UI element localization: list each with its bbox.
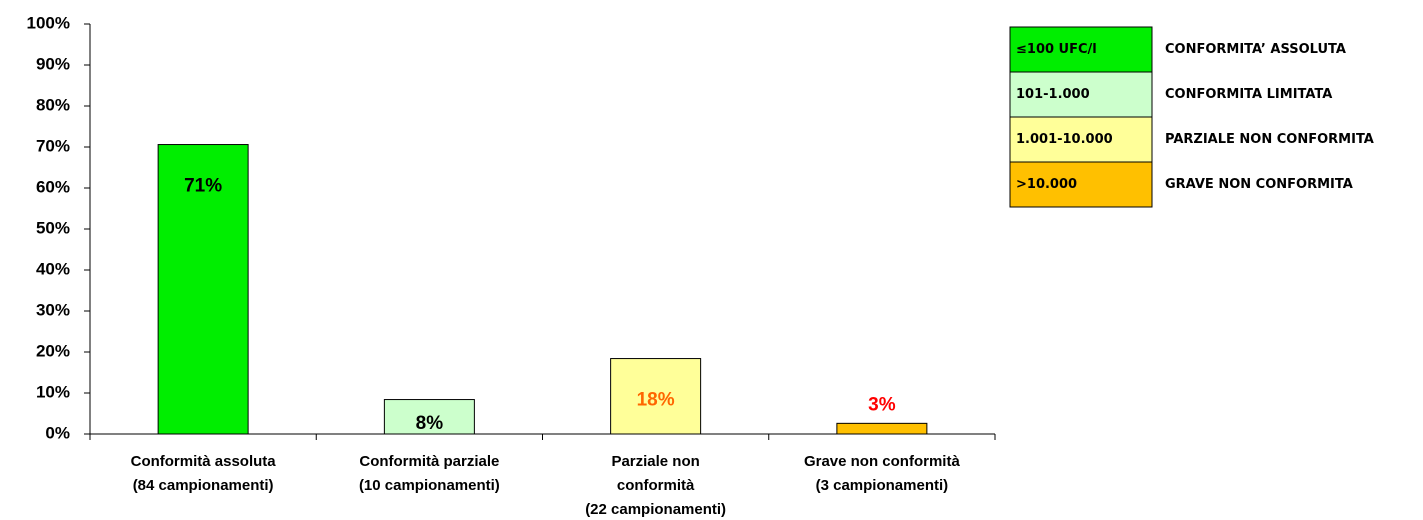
legend-swatch (1009, 116, 1153, 163)
x-tick-label: Conformità assoluta (131, 453, 277, 470)
y-tick-label: 10% (36, 382, 70, 401)
y-tick-label: 60% (36, 177, 70, 196)
legend-swatch (1009, 26, 1153, 73)
y-tick-label: 0% (45, 423, 70, 442)
legend-swatch (1009, 71, 1153, 118)
data-label: 18% (637, 390, 675, 411)
legend-range: >10.000 (1016, 177, 1077, 192)
x-tick-label: Conformità parziale (359, 453, 499, 470)
y-tick-label: 90% (36, 54, 70, 73)
y-tick-label: 80% (36, 95, 70, 114)
data-label: 71% (184, 176, 222, 197)
bar (610, 358, 702, 435)
legend-label: PARZIALE NON CONFORMITA (1165, 132, 1374, 147)
x-tick-label: (22 campionamenti) (585, 501, 726, 518)
x-tick-label: Parziale non (611, 453, 699, 470)
y-tick-label: 70% (36, 136, 70, 155)
data-label: 8% (416, 413, 444, 434)
legend-swatch (1009, 161, 1153, 208)
x-tick-label: (3 campionamenti) (816, 477, 949, 494)
y-tick-label: 40% (36, 259, 70, 278)
data-label: 3% (868, 394, 896, 415)
legend-label: GRAVE NON CONFORMITA (1165, 177, 1353, 192)
legend-range: ≤100 UFC/l (1016, 42, 1097, 57)
bar (836, 422, 928, 435)
y-tick-label: 20% (36, 341, 70, 360)
bar (383, 399, 475, 435)
legend-range: 1.001-10.000 (1016, 132, 1113, 147)
legend-label: CONFORMITA’ ASSOLUTA (1165, 42, 1346, 57)
legend-range: 101-1.000 (1016, 87, 1090, 102)
legend-label: CONFORMITA LIMITATA (1165, 87, 1332, 102)
y-tick-label: 50% (36, 218, 70, 237)
x-tick-label: conformità (617, 477, 695, 494)
y-tick-label: 100% (27, 13, 70, 32)
x-tick-label: (10 campionamenti) (359, 477, 500, 494)
x-tick-label: (84 campionamenti) (133, 477, 274, 494)
bar (157, 144, 249, 435)
x-tick-label: Grave non conformità (804, 453, 961, 470)
y-tick-label: 30% (36, 300, 70, 319)
